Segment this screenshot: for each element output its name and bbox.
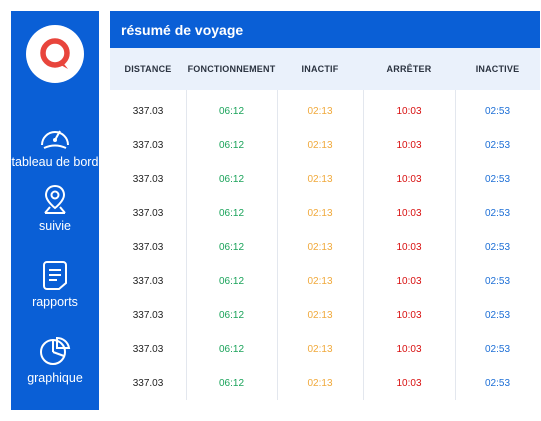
idle-cell: 02:13 bbox=[307, 241, 333, 253]
idle-cell: 02:13 bbox=[307, 377, 333, 389]
stopped-cell: 10:03 bbox=[396, 139, 422, 151]
sidebar-item-label: tableau de bord bbox=[11, 155, 99, 169]
panel-header: résumé de voyage bbox=[110, 11, 540, 48]
idle-cell: 02:13 bbox=[307, 309, 333, 321]
column-header-running[interactable]: FONCTIONNEMENT bbox=[187, 64, 276, 74]
distance-cell: 337.03 bbox=[132, 173, 164, 185]
inactive-cell: 02:53 bbox=[484, 377, 511, 389]
inactive-cell: 02:53 bbox=[484, 173, 511, 185]
distance-cell: 337.03 bbox=[132, 105, 164, 117]
pie-chart-icon bbox=[39, 336, 71, 365]
gauge-icon bbox=[40, 130, 69, 149]
running-cell: 06:12 bbox=[218, 377, 245, 389]
idle-cell: 02:13 bbox=[307, 343, 333, 355]
table-body: 337.03 06:12 02:13 10:03 02:53 337.03 06:12 02:… bbox=[110, 90, 540, 400]
stopped-cell: 10:03 bbox=[396, 105, 422, 117]
table-row[interactable]: 337.03 06:12 02:13 10:03 02:53 bbox=[110, 366, 540, 400]
page-title: résumé de voyage bbox=[121, 21, 244, 38]
sidebar-item-label: graphique bbox=[27, 371, 83, 385]
distance-cell: 337.03 bbox=[132, 241, 164, 253]
document-icon bbox=[42, 261, 67, 290]
app-logo[interactable] bbox=[26, 25, 84, 83]
sidebar-item-label: rapports bbox=[32, 295, 78, 309]
sidebar: tableau de bord suivie rapports graphiqu… bbox=[11, 11, 99, 410]
distance-cell: 337.03 bbox=[132, 139, 164, 151]
table-row[interactable]: 337.03 06:12 02:13 10:03 02:53 bbox=[110, 196, 540, 230]
distance-cell: 337.03 bbox=[132, 207, 164, 219]
sidebar-item-label: suivie bbox=[39, 219, 71, 233]
running-cell: 06:12 bbox=[218, 207, 245, 219]
stopped-cell: 10:03 bbox=[396, 343, 422, 355]
stopped-cell: 10:03 bbox=[396, 207, 422, 219]
running-cell: 06:12 bbox=[218, 275, 245, 287]
distance-cell: 337.03 bbox=[132, 275, 164, 287]
distance-cell: 337.03 bbox=[132, 343, 164, 355]
idle-cell: 02:13 bbox=[307, 207, 333, 219]
table-row[interactable]: 337.03 06:12 02:13 10:03 02:53 bbox=[110, 264, 540, 298]
stopped-cell: 10:03 bbox=[396, 377, 422, 389]
inactive-cell: 02:53 bbox=[484, 207, 511, 219]
table-row[interactable]: 337.03 06:12 02:13 10:03 02:53 bbox=[110, 230, 540, 264]
sidebar-item-dashboard[interactable]: tableau de bord bbox=[11, 121, 99, 169]
running-cell: 06:12 bbox=[218, 105, 245, 117]
map-pin-logo-icon bbox=[40, 38, 70, 69]
distance-cell: 337.03 bbox=[132, 309, 164, 321]
sidebar-item-reports[interactable]: rapports bbox=[32, 259, 78, 309]
table-row[interactable]: 337.03 06:12 02:13 10:03 02:53 bbox=[110, 128, 540, 162]
column-header-idle[interactable]: INACTIF bbox=[301, 64, 339, 74]
sidebar-item-tracking[interactable]: suivie bbox=[39, 183, 71, 233]
table-row[interactable]: 337.03 06:12 02:13 10:03 02:53 bbox=[110, 298, 540, 332]
running-cell: 06:12 bbox=[218, 343, 245, 355]
table-row[interactable]: 337.03 06:12 02:13 10:03 02:53 bbox=[110, 94, 540, 128]
idle-cell: 02:13 bbox=[307, 139, 333, 151]
stopped-cell: 10:03 bbox=[396, 241, 422, 253]
running-cell: 06:12 bbox=[218, 139, 245, 151]
running-cell: 06:12 bbox=[218, 309, 245, 321]
table-row[interactable]: 337.03 06:12 02:13 10:03 02:53 bbox=[110, 332, 540, 366]
inactive-cell: 02:53 bbox=[484, 309, 511, 321]
table-header: DISTANCE FONCTIONNEMENT INACTIF ARRÊTER … bbox=[110, 48, 540, 90]
running-cell: 06:12 bbox=[218, 173, 245, 185]
running-cell: 06:12 bbox=[218, 241, 245, 253]
inactive-cell: 02:53 bbox=[484, 241, 511, 253]
stopped-cell: 10:03 bbox=[396, 309, 422, 321]
distance-cell: 337.03 bbox=[132, 377, 164, 389]
location-pin-icon bbox=[44, 184, 66, 214]
column-header-inactive[interactable]: INACTIVE bbox=[475, 64, 520, 74]
column-header-stopped[interactable]: ARRÊTER bbox=[386, 64, 432, 74]
inactive-cell: 02:53 bbox=[484, 275, 511, 287]
inactive-cell: 02:53 bbox=[484, 343, 511, 355]
idle-cell: 02:13 bbox=[307, 105, 333, 117]
table-row[interactable]: 337.03 06:12 02:13 10:03 02:53 bbox=[110, 162, 540, 196]
trip-summary-panel: résumé de voyage DISTANCE FONCTIONNEMENT… bbox=[110, 11, 540, 410]
column-header-distance[interactable]: DISTANCE bbox=[124, 64, 172, 74]
idle-cell: 02:13 bbox=[307, 275, 333, 287]
inactive-cell: 02:53 bbox=[484, 105, 511, 117]
sidebar-item-charts[interactable]: graphique bbox=[27, 335, 83, 385]
stopped-cell: 10:03 bbox=[396, 275, 422, 287]
stopped-cell: 10:03 bbox=[396, 173, 422, 185]
inactive-cell: 02:53 bbox=[484, 139, 511, 151]
idle-cell: 02:13 bbox=[307, 173, 333, 185]
